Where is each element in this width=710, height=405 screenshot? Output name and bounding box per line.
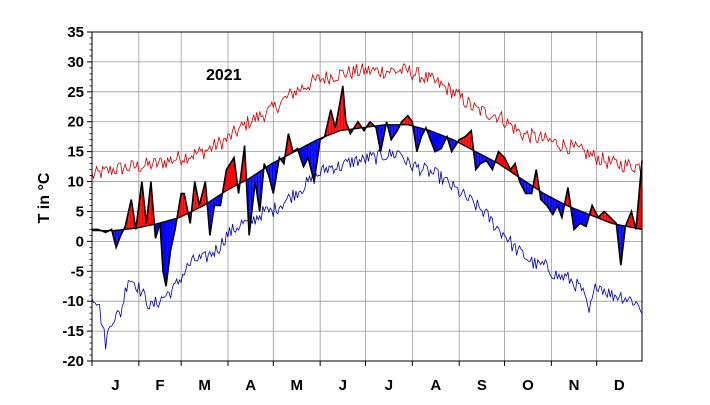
y-tick-label: 35	[67, 24, 84, 41]
y-tick-label: 0	[76, 233, 84, 250]
deviation-area	[483, 155, 485, 163]
grid	[92, 31, 642, 362]
y-tick-label: 25	[67, 84, 84, 101]
chart-title: 2021	[206, 67, 242, 84]
deviation-area	[580, 210, 582, 225]
deviation-area	[604, 211, 606, 222]
deviation-area	[574, 208, 576, 230]
deviation-area	[305, 145, 307, 164]
deviation-area	[460, 138, 463, 145]
x-tick-label: D	[614, 377, 625, 394]
x-tick-label: M	[290, 377, 303, 394]
deviation-area	[468, 132, 470, 149]
deviation-area	[232, 157, 235, 188]
deviation-area	[552, 198, 555, 215]
deviation-area	[166, 220, 168, 287]
deviation-area	[391, 124, 393, 140]
x-tick-label: J	[339, 377, 347, 394]
deviation-area	[392, 124, 395, 138]
y-tick-label: 10	[67, 174, 84, 191]
x-tick-label: S	[477, 377, 487, 394]
deviation-area	[475, 151, 478, 170]
deviation-area	[575, 209, 578, 228]
y-tick-label: -20	[62, 353, 84, 370]
deviation-area	[499, 153, 502, 166]
y-tick-label: 15	[67, 144, 84, 161]
deviation-area	[481, 154, 484, 163]
deviation-area	[227, 164, 230, 190]
deviation-area	[465, 135, 467, 147]
deviation-area	[182, 193, 185, 216]
x-tick-label: N	[569, 377, 580, 394]
y-tick-label: -10	[62, 293, 84, 310]
y-tick-label: -15	[62, 323, 84, 340]
deviation-area	[545, 194, 547, 206]
y-tick-label: -5	[71, 263, 84, 280]
deviation-area	[306, 144, 309, 161]
deviation-area	[583, 212, 585, 226]
deviation-area	[548, 195, 550, 210]
deviation-area	[581, 211, 584, 225]
deviation-area	[549, 196, 552, 213]
record-low-line	[91, 148, 643, 350]
deviation-area	[439, 134, 442, 150]
x-tick-label: O	[522, 377, 534, 394]
x-tick-label: A	[245, 377, 256, 394]
deviation-area	[498, 151, 500, 165]
deviation-area	[181, 193, 183, 217]
actual-temperature-line	[92, 85, 643, 287]
x-tick-label: F	[155, 377, 164, 394]
y-tick-label: 20	[67, 114, 84, 131]
deviation-area	[543, 193, 546, 204]
deviation-area	[462, 137, 464, 146]
deviation-area	[214, 197, 216, 206]
record-high-line	[91, 63, 643, 180]
x-tick-label: J	[385, 377, 393, 394]
deviation-area	[218, 194, 221, 206]
deviation-area	[163, 221, 165, 279]
deviation-area	[229, 162, 232, 189]
y-axis-title: T in °C	[36, 172, 53, 223]
deviation-area	[164, 221, 167, 287]
deviation-area	[434, 132, 437, 152]
deviation-area	[312, 141, 315, 182]
x-tick-label: J	[111, 377, 119, 394]
deviation-area	[542, 192, 544, 203]
x-tick-label: A	[430, 377, 441, 394]
y-axis-ticks: 35 30 25 20 15 10 5 0 -5 -10 -15 -20	[62, 24, 92, 370]
y-tick-label: 5	[76, 203, 84, 220]
plot-frame	[91, 31, 643, 362]
deviation-area	[217, 195, 219, 206]
deviation-area	[528, 183, 531, 194]
y-tick-label: 30	[67, 54, 84, 71]
deviation-area	[436, 133, 439, 151]
deviation-area	[466, 133, 469, 148]
deviation-area	[311, 142, 313, 176]
deviation-area	[463, 136, 466, 147]
deviation-area	[501, 154, 503, 167]
deviation-area	[303, 146, 306, 167]
deviation-area	[578, 210, 581, 225]
deviation-area	[480, 154, 482, 164]
deviation-area	[226, 167, 228, 191]
deviation-area	[546, 195, 549, 208]
x-tick-label: M	[198, 377, 211, 394]
deviation-area	[527, 182, 529, 194]
deviation-area	[438, 133, 440, 151]
series-lines	[91, 63, 643, 350]
deviation-area	[477, 152, 479, 168]
deviation-area	[551, 197, 553, 215]
deviation-area	[469, 130, 472, 150]
deviation-area	[525, 181, 528, 194]
deviation-area	[584, 212, 587, 227]
deviation-area	[478, 153, 481, 166]
deviation-area	[577, 209, 579, 227]
deviation-area	[215, 196, 218, 206]
deviation-area	[231, 160, 233, 189]
deviation-area	[502, 156, 505, 168]
